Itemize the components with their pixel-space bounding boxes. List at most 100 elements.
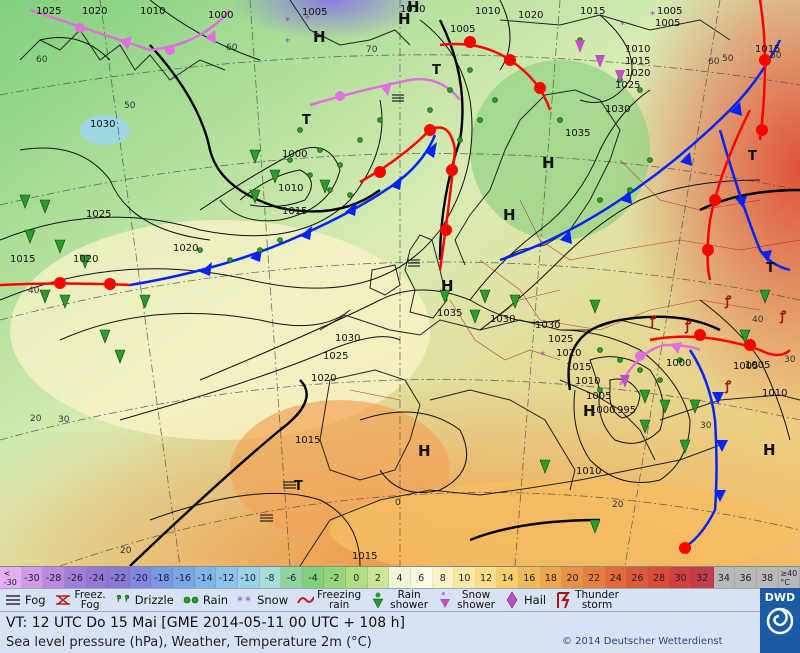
front-symbols [54,23,772,554]
freezing-fog-icon [54,591,72,609]
temperature-swatch: 38 [756,567,779,589]
isobar-label: 995 [617,405,636,416]
temperature-swatch: < -30 [0,567,22,589]
weather-map: * * * * * * ꝭ ꝭ ꝭ ꝭ ꝭ 1025 1020 1010 1000 10… [0,0,800,566]
svg-text:ꝭ: ꝭ [779,309,787,324]
isobar-label: 1015 [282,206,307,217]
latitude-label: 60 [226,43,238,53]
isobar-label: 1010 [576,466,601,477]
isobar-label: 1030 [535,320,560,331]
valid-time: VT: 12 UTC Do 15 Mai [GME 2014-05-11 00 … [6,615,405,631]
cold-front-east [718,129,791,272]
drizzle-icon [114,591,132,609]
isobar-label: 1000 [666,358,691,369]
isobar-label: 1030 [335,333,360,344]
cold-front-atlantic [129,134,437,287]
isobar-label: 1015 [295,435,320,446]
legend-drizzle: Drizzle [110,588,178,612]
rain-shower-icon [369,591,387,609]
legend-freezing-fog: Freez. Fog [50,588,110,612]
svg-text:*: * [305,14,310,25]
isobar-label: 1030 [90,119,115,130]
isobar-label: 1020 [173,243,198,254]
isobar-label: 1010 [575,376,600,387]
latitude-label: 20 [120,546,132,556]
legend-snow: * * Snow [232,588,292,612]
temperature-swatch: 30 [670,567,692,589]
temperature-swatch: 14 [497,567,519,589]
temperature-swatch: -30 [21,567,44,589]
isobar-label: 1015 [10,254,35,265]
latitude-label: 30 [58,415,70,425]
temp-field-atlantic [10,220,430,440]
svg-text:*: * [441,591,446,601]
latitude-label: 40 [28,286,40,296]
temperature-swatch: -14 [194,567,217,589]
temperature-swatch: 12 [475,567,498,589]
svg-text:*: * [650,10,655,21]
pressure-centre: H [441,277,454,295]
latitude-label: 20 [30,414,42,424]
latitude-label: 0 [395,498,401,508]
thermal-lows: T T T T T [294,63,775,494]
legend-hail: Hail [499,588,550,612]
legend-thunderstorm: Thunder storm [550,588,623,612]
isobar-label: 1015 [580,6,605,17]
weather-legend: Fog Freez. Fog Drizzle Rain * * Snow Free… [0,588,800,612]
isobar-label: 1000 [590,405,615,416]
latitude-label: 20 [612,500,624,510]
isobar-label: 1005 [655,18,680,29]
svg-text:*: * [285,16,290,27]
temperature-swatch: -26 [64,567,87,589]
svg-text:ꝭ: ꝭ [724,294,732,309]
svg-text:ꝭ: ꝭ [649,314,657,329]
isobar-label: 1000 [282,149,307,160]
freezing-rain-icon [296,591,315,609]
legend-freezing-fog-label: Freez. Fog [74,589,106,611]
isobar-label: 1035 [565,128,590,139]
fog-icon [4,591,22,609]
isobar-label: 1010 [400,4,425,15]
temp-field-africa [330,480,790,566]
occlusion-iceland [29,8,231,52]
isobar-label: 1015 [625,56,650,67]
temperature-swatch: -12 [216,567,238,589]
legend-snow-shower-label: Snow shower [457,589,495,611]
warm-front-east [706,109,752,281]
temperature-swatch: -20 [129,567,152,589]
pressure-centre: H [313,28,326,46]
isobar-label: 1015 [566,362,591,373]
snow-icon: * * [236,591,254,609]
temp-field-scandinavia [470,60,650,240]
temperature-swatch: -28 [43,567,65,589]
isobar-label: 1000 [208,10,233,21]
weather-map-svg: * * * * * * ꝭ ꝭ ꝭ ꝭ ꝭ 1025 1020 1010 1000 10… [0,0,800,566]
isobar-label: 1025 [323,351,348,362]
isobar-label: 1015 [755,44,780,55]
temperature-swatch: 10 [454,567,476,589]
isobar-label: 1030 [490,314,515,325]
temperature-swatch: -10 [237,567,260,589]
temperature-swatch: 26 [627,567,649,589]
latitude-label: 50 [722,54,734,64]
temperature-swatch: 34 [713,567,736,589]
cold-front-balkan [679,349,718,552]
isobar-label: 1025 [36,6,61,17]
isobar-label: 1025 [615,80,640,91]
isobar-label: 1020 [518,10,543,21]
legend-rain-label: Rain [202,593,229,607]
temperature-swatch: 2 [367,567,390,589]
thermal-low: T [302,113,311,128]
thermal-low: T [748,149,757,164]
map-subtitle: Sea level pressure (hPa), Weather, Tempe… [6,635,372,650]
temperature-swatch: -18 [151,567,173,589]
svg-text:ꝭ: ꝭ [724,379,732,394]
temperature-swatch: -2 [324,567,346,589]
temperature-swatch: 28 [648,567,671,589]
legend-freezing-rain-label: Freezing rain [317,589,362,611]
isobars-bold [129,19,800,566]
latitude-label: 60 [708,57,720,67]
latitude-label: 50 [124,101,136,111]
